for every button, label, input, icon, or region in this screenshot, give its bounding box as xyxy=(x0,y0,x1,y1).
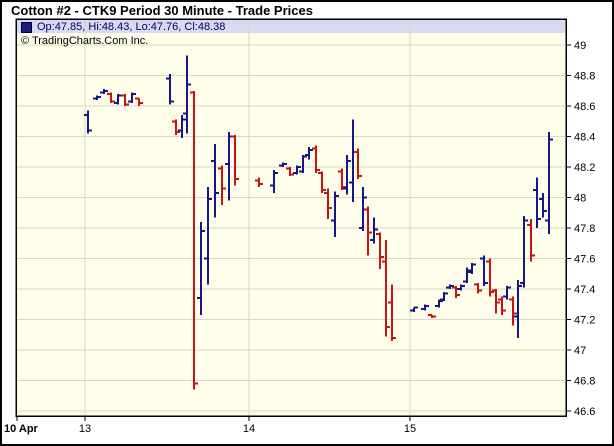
x-axis-label: 13 xyxy=(79,423,91,435)
chart-title: Cotton #2 - CTK9 Period 30 Minute - Trad… xyxy=(11,3,313,18)
y-axis-label: 48.4 xyxy=(574,132,595,144)
y-axis-label: 48.2 xyxy=(574,162,595,174)
x-axis-label: 14 xyxy=(243,423,255,435)
y-axis-label: 49 xyxy=(574,40,586,52)
legend-ohlc-row: Op:47.85, Hi:48.43, Lo:47.76, Cl:48.38 xyxy=(21,21,225,33)
y-axis-label: 48.8 xyxy=(574,71,595,83)
y-axis-label: 47.6 xyxy=(574,254,595,266)
y-axis-label: 47.2 xyxy=(574,315,595,327)
copyright-row: © TradingCharts.Com Inc. xyxy=(21,35,148,47)
copyright-text: © TradingCharts.Com Inc. xyxy=(21,35,149,47)
y-axis-label: 47 xyxy=(574,345,586,357)
series-swatch-icon xyxy=(21,21,32,33)
y-axis-label: 46.8 xyxy=(574,376,595,388)
y-axis-label: 47.8 xyxy=(574,223,595,235)
legend-band xyxy=(17,20,565,33)
x-axis-label: 10 Apr xyxy=(4,423,39,435)
plot-border xyxy=(15,18,567,417)
legend-ohlc-text: Op:47.85, Hi:48.43, Lo:47.76, Cl:48.38 xyxy=(37,21,226,33)
y-axis-label: 48 xyxy=(574,193,586,205)
y-axis-label: 46.6 xyxy=(574,406,595,418)
y-axis-label: 47.4 xyxy=(574,284,595,296)
plot-background xyxy=(16,19,566,416)
y-axis-label: 48.6 xyxy=(574,101,595,113)
x-axis-label: 15 xyxy=(404,423,416,435)
